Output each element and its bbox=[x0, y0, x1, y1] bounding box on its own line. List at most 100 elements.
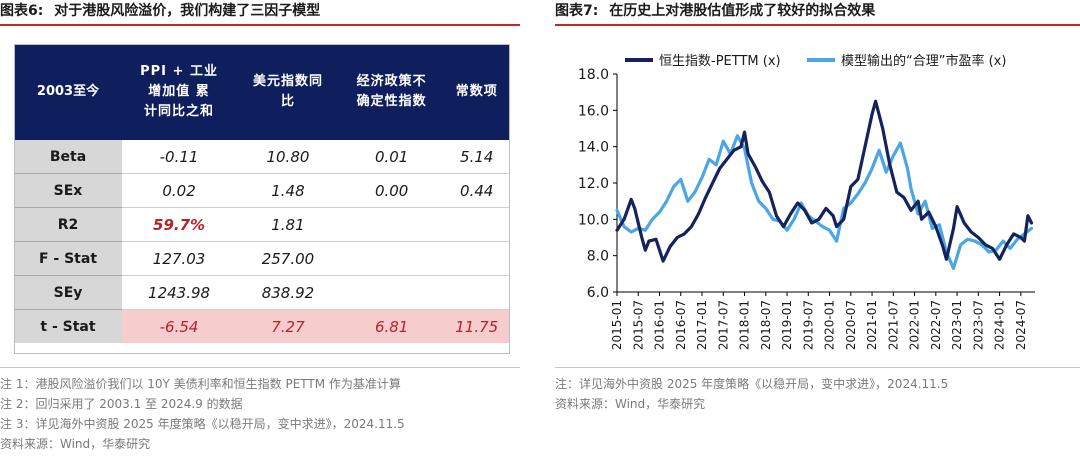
right-panel: 图表7: 在历史上对港股估值形成了较好的拟合效果 6.0 8.0 10.0 12.0 1… bbox=[555, 0, 1080, 456]
table-cell: 0.00 bbox=[339, 173, 444, 208]
table-row: SEy 1243.98 838.92 bbox=[14, 275, 510, 310]
table-cell: 1.48 bbox=[236, 173, 340, 208]
y-tick-label: 10.0 bbox=[578, 212, 609, 228]
y-tick-label: 12.0 bbox=[578, 176, 609, 192]
figure-6-caption: 对于港股风险溢价，我们构建了三因子模型 bbox=[54, 3, 321, 19]
column-header-line: 计同比之和 bbox=[144, 104, 215, 119]
table-cell: -0.11 bbox=[122, 140, 237, 174]
x-tick-label: 2018-07 bbox=[759, 300, 773, 350]
figure-7-number: 图表7: bbox=[555, 3, 599, 19]
column-header: 2003至今 bbox=[14, 44, 122, 140]
x-tick-label: 2019-01 bbox=[780, 300, 794, 350]
y-tick-label: 6.0 bbox=[587, 285, 609, 301]
column-header-line: PPI + 工业 bbox=[140, 64, 218, 79]
row-label: t - Stat bbox=[14, 309, 122, 343]
row-label: SEx bbox=[14, 173, 122, 208]
figure-7-title: 图表7: 在历史上对港股估值形成了较好的拟合效果 bbox=[555, 0, 875, 22]
left-notes: 注 1：港股风险溢价我们以 10Y 美债利率和恒生指数 PETTM 作为基准计算… bbox=[0, 374, 405, 454]
x-tick-label: 2016-07 bbox=[674, 300, 688, 350]
notes-rule bbox=[555, 367, 1080, 368]
table-row: t - Stat -6.54 7.27 6.81 11.75 bbox=[14, 309, 510, 343]
table-cell: 5.14 bbox=[443, 140, 510, 174]
column-header-line: 比 bbox=[280, 94, 295, 109]
x-tick-label: 2022-01 bbox=[908, 300, 922, 350]
row-label: SEy bbox=[14, 275, 122, 310]
legend-label: 模型输出的“合理”市盈率 (x) bbox=[841, 53, 1006, 69]
y-tick-label: 18.0 bbox=[578, 67, 609, 83]
note-line: 资料来源：Wind，华泰研究 bbox=[555, 397, 706, 411]
table-cell: 0.44 bbox=[443, 173, 510, 208]
table-row: F - Stat 127.03 257.00 bbox=[14, 241, 510, 276]
left-panel: 图表6: 对于港股风险溢价，我们构建了三因子模型 2003至今 PPI + 工业增… bbox=[0, 0, 520, 456]
row-label: R2 bbox=[14, 207, 122, 242]
title-rule bbox=[0, 24, 520, 26]
y-tick-label: 16.0 bbox=[578, 103, 609, 119]
x-tick-label: 2023-07 bbox=[971, 300, 985, 350]
legend-label: 恒生指数-PETTM (x) bbox=[659, 54, 781, 69]
table-cell: 7.27 bbox=[236, 309, 340, 343]
y-tick-label: 14.0 bbox=[578, 140, 609, 156]
table-cell bbox=[443, 275, 510, 310]
table-cell bbox=[339, 241, 444, 276]
x-tick-label: 2015-01 bbox=[610, 300, 624, 350]
table-cell: 59.7% bbox=[122, 207, 237, 242]
x-tick-label: 2020-01 bbox=[823, 300, 837, 350]
table-cell: -6.54 bbox=[122, 309, 237, 343]
table-cell: 1243.98 bbox=[122, 275, 237, 310]
column-header-line: 增加值 累 bbox=[148, 84, 210, 99]
x-tick-label: 2018-01 bbox=[738, 300, 752, 350]
column-header-line: 常数项 bbox=[455, 84, 498, 99]
x-tick-label: 2016-01 bbox=[653, 300, 667, 350]
x-tick-label: 2021-01 bbox=[865, 300, 879, 350]
column-header: 经济政策不确定性指数 bbox=[339, 44, 444, 140]
table-cell bbox=[339, 275, 444, 310]
table-header-row: 2003至今 PPI + 工业 增加值 累计同比之和 美元指数同比经济政策不 确定性指数… bbox=[14, 44, 510, 140]
series-line bbox=[615, 134, 1034, 270]
title-rule bbox=[555, 24, 1080, 26]
x-tick-label: 2019-07 bbox=[801, 300, 815, 350]
notes-rule bbox=[0, 367, 520, 368]
note-line: 注：详见海外中资股 2025 年度策略《以稳开局，变中求进》，2024.11.5 bbox=[555, 377, 949, 391]
y-tick-label: 8.0 bbox=[587, 249, 609, 265]
note-line: 注 2：回归采用了 2003.1 至 2024.9 的数据 bbox=[0, 397, 243, 411]
column-header: 美元指数同比 bbox=[236, 44, 340, 140]
table-cell: 257.00 bbox=[236, 241, 340, 276]
figure-7-caption: 在历史上对港股估值形成了较好的拟合效果 bbox=[609, 3, 876, 19]
row-label: F - Stat bbox=[14, 241, 122, 276]
right-notes: 注：详见海外中资股 2025 年度策略《以稳开局，变中求进》，2024.11.5… bbox=[555, 374, 948, 414]
table-row: R2 59.7% 1.81 bbox=[14, 207, 510, 242]
table-cell: 1.81 bbox=[236, 207, 340, 242]
table-row: Beta -0.11 10.80 0.01 5.14 bbox=[14, 140, 510, 174]
column-header-line: 经济政策不 bbox=[356, 74, 427, 89]
figure-6-number: 图表6: bbox=[0, 3, 44, 19]
x-tick-label: 2023-01 bbox=[950, 300, 964, 350]
table-cell bbox=[339, 207, 444, 242]
table-cell: 6.81 bbox=[339, 309, 444, 343]
note-line: 注 3：详见海外中资股 2025 年度策略《以稳开局，变中求进》，2024.11… bbox=[0, 417, 405, 431]
table-cell: 0.01 bbox=[339, 140, 444, 174]
column-header-line: 确定性指数 bbox=[356, 94, 427, 109]
x-tick-label: 2017-07 bbox=[716, 300, 730, 350]
x-tick-label: 2015-07 bbox=[631, 300, 645, 350]
pe-line-chart: 6.0 8.0 10.0 12.0 14.0 16.0 18.0 2015-01 2015-07… bbox=[578, 53, 1035, 350]
x-tick-label: 2020-07 bbox=[844, 300, 858, 350]
x-tick-label: 2021-07 bbox=[886, 300, 900, 350]
series-line bbox=[615, 99, 1034, 263]
table-cell: 0.02 bbox=[122, 173, 237, 208]
table-cell: 127.03 bbox=[122, 241, 237, 276]
table-cell: 838.92 bbox=[236, 275, 340, 310]
regression-table: 2003至今 PPI + 工业 增加值 累计同比之和 美元指数同比经济政策不 确定性指数… bbox=[14, 44, 510, 343]
x-tick-label: 2017-01 bbox=[695, 300, 709, 350]
column-header: PPI + 工业 增加值 累计同比之和 bbox=[122, 44, 237, 140]
x-tick-label: 2022-07 bbox=[929, 300, 943, 350]
x-tick-label: 2024-01 bbox=[993, 300, 1007, 350]
column-header-line: 2003至今 bbox=[36, 84, 100, 99]
table-row: SEx 0.02 1.48 0.00 0.44 bbox=[14, 173, 510, 208]
note-line: 资料来源：Wind，华泰研究 bbox=[0, 437, 151, 451]
table-cell bbox=[443, 241, 510, 276]
x-tick-label: 2024-07 bbox=[1014, 300, 1028, 350]
table-cell: 10.80 bbox=[236, 140, 340, 174]
figure-6-title: 图表6: 对于港股风险溢价，我们构建了三因子模型 bbox=[0, 0, 320, 22]
column-header-line: 美元指数同 bbox=[252, 74, 323, 89]
row-label: Beta bbox=[14, 140, 122, 174]
